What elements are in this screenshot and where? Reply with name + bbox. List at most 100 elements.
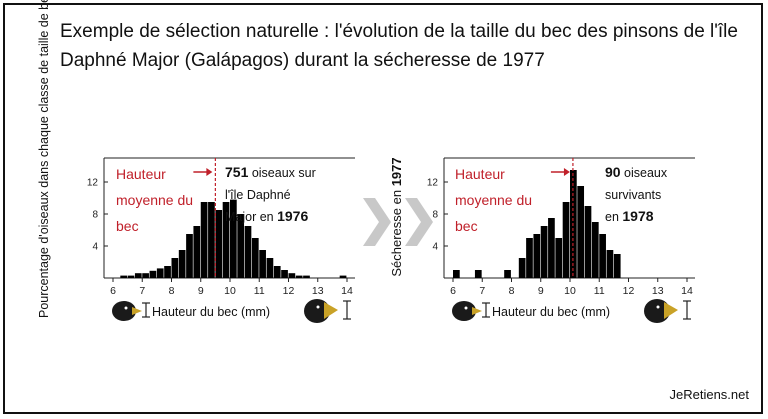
finch-beak — [472, 307, 482, 315]
mean-arrow-head — [206, 168, 213, 176]
bar — [120, 275, 128, 278]
finch-beak — [664, 302, 678, 319]
count-label-line: 751 oiseaux sur — [225, 164, 316, 180]
x-tick-label: 14 — [681, 285, 693, 297]
x-tick-label: 6 — [110, 285, 116, 297]
mean-label-line: moyenne du — [116, 192, 193, 208]
mean-label-line: Hauteur — [116, 166, 166, 182]
site-credit: JeRetiens.net — [669, 387, 750, 402]
x-tick-label: 8 — [169, 285, 175, 297]
bar — [208, 202, 215, 278]
finch-eye — [316, 305, 320, 309]
bar — [127, 275, 135, 278]
finch-eye — [464, 306, 468, 310]
y-tick-label: 4 — [92, 242, 98, 253]
finch-eye — [656, 305, 660, 309]
x-tick-label: 7 — [139, 285, 145, 297]
x-tick-label: 13 — [312, 285, 324, 297]
count-label-line: Major en 1976 — [225, 208, 308, 224]
bar — [526, 238, 533, 278]
x-tick-label: 14 — [341, 285, 353, 297]
finch-head — [112, 301, 136, 321]
x-tick-label: 10 — [224, 285, 236, 297]
small-beak-finch-icon — [452, 301, 482, 321]
y-tick-label: 4 — [432, 242, 438, 253]
x-tick-label: 8 — [509, 285, 515, 297]
finch-eye — [124, 306, 128, 310]
bar — [237, 214, 245, 278]
bar — [215, 210, 223, 278]
x-tick-label: 6 — [450, 285, 456, 297]
bar — [504, 270, 511, 278]
bar — [244, 226, 252, 278]
count-label-line: survivants — [605, 188, 661, 202]
bar — [222, 202, 230, 278]
y-tick-label: 12 — [87, 178, 99, 189]
bar — [474, 270, 482, 278]
bar — [584, 206, 592, 278]
y-tick-label: 8 — [432, 210, 438, 221]
bar — [193, 226, 201, 278]
figure-title: Exemple de sélection naturelle : l'évolu… — [60, 21, 738, 71]
x-tick-label: 9 — [538, 285, 544, 297]
finch-head — [452, 301, 476, 321]
count-label-line: 90 oiseaux — [605, 164, 668, 180]
chevron-arrow-1 — [363, 198, 391, 246]
bar — [178, 250, 186, 278]
bar — [548, 218, 555, 278]
x-tick-label: 12 — [623, 285, 635, 297]
bar — [613, 254, 621, 278]
x-tick-label: 13 — [652, 285, 664, 297]
y-tick-label: 8 — [92, 210, 98, 221]
bar — [259, 250, 266, 278]
bar — [577, 186, 585, 278]
bar — [171, 258, 179, 278]
bar — [149, 270, 157, 278]
x-tick-label: 10 — [564, 285, 576, 297]
bar — [156, 268, 164, 278]
x-axis-label: Hauteur du bec (mm) — [492, 305, 610, 319]
finch-head — [304, 299, 330, 323]
x-axis-label: Hauteur du bec (mm) — [152, 305, 270, 319]
bar — [453, 270, 460, 278]
bar — [606, 250, 614, 278]
x-tick-label: 11 — [594, 285, 605, 297]
x-tick-label: 11 — [254, 285, 265, 297]
mean-label-line: Hauteur — [455, 166, 505, 182]
mean-arrow-head — [563, 168, 570, 176]
bar — [540, 226, 548, 278]
bar — [295, 275, 303, 278]
bar — [555, 238, 563, 278]
bar — [230, 199, 237, 278]
bar — [164, 266, 171, 278]
bar — [273, 266, 281, 278]
finch-beak — [324, 302, 338, 319]
bar — [142, 273, 149, 278]
bar — [518, 258, 526, 278]
bar — [303, 275, 310, 278]
large-beak-finch-icon — [304, 299, 338, 323]
bar — [562, 202, 570, 278]
small-beak-finch-icon — [112, 301, 142, 321]
mean-label-line: bec — [116, 218, 139, 234]
count-label-line: en 1978 — [605, 208, 654, 224]
bar — [281, 270, 288, 278]
mean-label-line: bec — [455, 218, 478, 234]
histogram-1976: 4 8 12 6 7 8 9 10 11 12 13 14 Hauteur moyenne du bec 75… — [87, 157, 355, 323]
x-tick-label: 9 — [198, 285, 204, 297]
chevron-arrow-2 — [405, 198, 433, 246]
count-label-line: l'île Daphné — [225, 188, 291, 202]
bar — [339, 275, 347, 278]
bar — [533, 234, 541, 278]
figure-frame: Exemple de sélection naturelle : l'évolu… — [3, 3, 763, 414]
x-tick-label: 7 — [479, 285, 485, 297]
bar — [266, 258, 274, 278]
large-beak-finch-icon — [644, 299, 678, 323]
bar — [134, 273, 142, 278]
bar — [288, 273, 296, 278]
bar — [200, 202, 208, 278]
bar — [186, 234, 193, 278]
bar — [599, 234, 606, 278]
bar — [591, 222, 599, 278]
